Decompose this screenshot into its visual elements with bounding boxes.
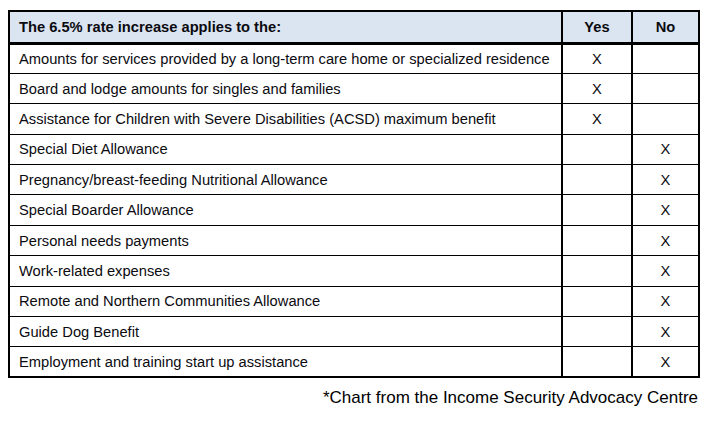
no-cell: X xyxy=(632,225,699,255)
table-row: Guide Dog Benefit X xyxy=(9,317,699,347)
row-label: Board and lodge amounts for singles and … xyxy=(9,73,562,103)
yes-cell xyxy=(562,286,632,316)
footnote: *Chart from the Income Security Advocacy… xyxy=(323,388,698,408)
yes-column-header: Yes xyxy=(562,11,632,43)
row-label: Work-related expenses xyxy=(9,256,562,286)
page: The 6.5% rate increase applies to the: Y… xyxy=(0,0,706,428)
yes-cell xyxy=(562,195,632,225)
table-row: Pregnancy/breast-feeding Nutritional All… xyxy=(9,165,699,195)
table-row: Remote and Northern Communities Allowanc… xyxy=(9,286,699,316)
table-body: Amounts for services provided by a long-… xyxy=(9,43,699,377)
no-cell: X xyxy=(632,286,699,316)
no-column-header: No xyxy=(632,11,699,43)
no-cell xyxy=(632,104,699,134)
row-label: Special Diet Allowance xyxy=(9,134,562,164)
yes-cell: X xyxy=(562,104,632,134)
row-label: Pregnancy/breast-feeding Nutritional All… xyxy=(9,165,562,195)
table-row: Amounts for services provided by a long-… xyxy=(9,43,699,73)
table-row: Personal needs payments X xyxy=(9,225,699,255)
yes-cell: X xyxy=(562,43,632,73)
rate-increase-table: The 6.5% rate increase applies to the: Y… xyxy=(8,10,700,378)
row-label: Amounts for services provided by a long-… xyxy=(9,43,562,73)
yes-cell: X xyxy=(562,73,632,103)
no-cell: X xyxy=(632,195,699,225)
no-cell xyxy=(632,43,699,73)
yes-cell xyxy=(562,225,632,255)
row-label: Assistance for Children with Severe Disa… xyxy=(9,104,562,134)
yes-cell xyxy=(562,317,632,347)
yes-cell xyxy=(562,165,632,195)
no-cell: X xyxy=(632,347,699,377)
no-cell xyxy=(632,73,699,103)
table-title: The 6.5% rate increase applies to the: xyxy=(9,11,562,43)
row-label: Guide Dog Benefit xyxy=(9,317,562,347)
yes-cell xyxy=(562,347,632,377)
yes-cell xyxy=(562,256,632,286)
table-row: Work-related expenses X xyxy=(9,256,699,286)
row-label: Special Boarder Allowance xyxy=(9,195,562,225)
header-row: The 6.5% rate increase applies to the: Y… xyxy=(9,11,699,43)
row-label: Employment and training start up assista… xyxy=(9,347,562,377)
no-cell: X xyxy=(632,317,699,347)
table-row: Special Diet Allowance X xyxy=(9,134,699,164)
table-row: Board and lodge amounts for singles and … xyxy=(9,73,699,103)
table-row: Employment and training start up assista… xyxy=(9,347,699,377)
no-cell: X xyxy=(632,165,699,195)
row-label: Remote and Northern Communities Allowanc… xyxy=(9,286,562,316)
no-cell: X xyxy=(632,134,699,164)
table-row: Special Boarder Allowance X xyxy=(9,195,699,225)
table-row: Assistance for Children with Severe Disa… xyxy=(9,104,699,134)
no-cell: X xyxy=(632,256,699,286)
yes-cell xyxy=(562,134,632,164)
row-label: Personal needs payments xyxy=(9,225,562,255)
